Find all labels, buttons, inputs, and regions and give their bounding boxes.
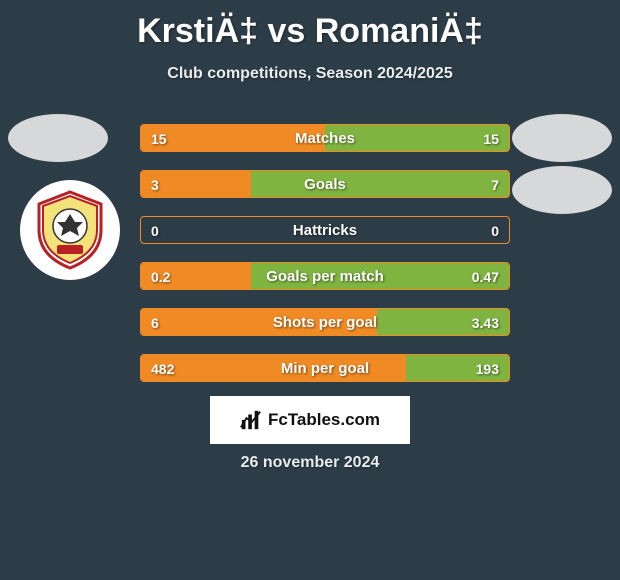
page-subtitle: Club competitions, Season 2024/2025 (0, 65, 620, 83)
stat-row: 37Goals (140, 170, 510, 198)
page-title: KrstiÄ‡ vs RomaniÄ‡ (0, 0, 620, 51)
stat-row: 63.43Shots per goal (140, 308, 510, 336)
stat-row: 0.20.47Goals per match (140, 262, 510, 290)
stat-label: Min per goal (141, 355, 509, 382)
fctables-logo[interactable]: FcTables.com (210, 396, 410, 444)
stats-comparison: 1515Matches 37Goals 00Hattricks 0.20.47Goal… (140, 124, 510, 400)
stat-row: 1515Matches (140, 124, 510, 152)
date-label: 26 november 2024 (0, 454, 620, 472)
stat-row: 482193Min per goal (140, 354, 510, 382)
player-right-avatar (512, 114, 612, 162)
stat-row: 00Hattricks (140, 216, 510, 244)
stat-label: Shots per goal (141, 309, 509, 336)
player-left-avatar (8, 114, 108, 162)
shield-icon (35, 190, 105, 270)
fctables-logo-text: FcTables.com (268, 410, 380, 430)
club-right-avatar (512, 166, 612, 214)
club-left-badge (20, 180, 120, 280)
stat-label: Goals (141, 171, 509, 198)
stat-label: Matches (141, 125, 509, 152)
chart-icon (240, 409, 262, 431)
stat-label: Goals per match (141, 263, 509, 290)
stat-label: Hattricks (141, 217, 509, 244)
